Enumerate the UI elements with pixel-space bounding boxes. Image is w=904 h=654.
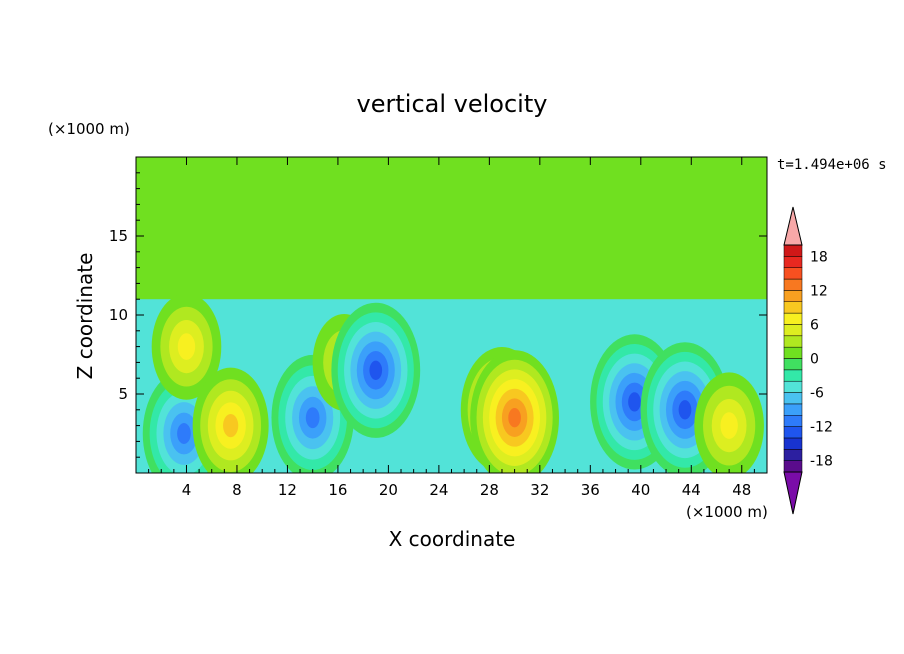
time-label: t=1.494e+06 s bbox=[777, 157, 887, 173]
contour-cell-updraft bbox=[151, 293, 222, 400]
colorbar-swatch bbox=[783, 380, 803, 393]
colorbar-tick-label: 6 bbox=[810, 317, 819, 333]
contour-cell-updraft bbox=[470, 350, 559, 473]
x-tick-label: 44 bbox=[682, 481, 701, 499]
x-axis-label: X coordinate bbox=[389, 527, 516, 551]
x-tick-label: 12 bbox=[278, 481, 297, 499]
colorbar-tick-label: 0 bbox=[810, 352, 819, 368]
colorbar-swatch bbox=[783, 449, 803, 461]
upper-layer-band bbox=[136, 157, 767, 300]
colorbar-swatch bbox=[783, 437, 803, 450]
colorbar-swatch bbox=[783, 369, 803, 382]
y-tick-label: 15 bbox=[109, 227, 128, 245]
x-tick-label: 28 bbox=[480, 481, 499, 499]
velocity-field bbox=[136, 157, 767, 473]
chart-title: vertical velocity bbox=[357, 90, 548, 118]
colorbar-swatch bbox=[783, 324, 803, 337]
colorbar-swatch bbox=[783, 335, 803, 348]
x-tick-label: 4 bbox=[182, 481, 192, 499]
contour-level bbox=[223, 414, 239, 438]
x-tick-label: 36 bbox=[581, 481, 600, 499]
x-tick-label: 20 bbox=[379, 481, 398, 499]
colorbar-tick-label: -6 bbox=[810, 386, 824, 402]
contour-level bbox=[678, 400, 692, 420]
colorbar-swatch bbox=[783, 312, 803, 325]
y-axis-label: Z coordinate bbox=[73, 253, 97, 380]
contour-level bbox=[305, 407, 320, 429]
x-tick-label: 24 bbox=[429, 481, 448, 499]
contour-level bbox=[177, 333, 196, 360]
colorbar-swatch bbox=[783, 403, 803, 416]
colorbar-swatch bbox=[783, 256, 803, 268]
contour-level bbox=[177, 423, 191, 444]
colorbar-over-triangle bbox=[783, 206, 803, 246]
colorbar-swatch bbox=[783, 460, 803, 473]
x-tick-label: 16 bbox=[328, 481, 347, 499]
contour-cell-downdraft bbox=[331, 302, 421, 438]
colorbar-tick-label: 18 bbox=[810, 249, 828, 265]
colorbar-swatch bbox=[783, 278, 803, 291]
y-axis: 5 10 15 bbox=[109, 172, 767, 458]
colorbar-swatch bbox=[783, 301, 803, 314]
y-units-label: (×1000 m) bbox=[48, 120, 130, 138]
contour-cell-downdraft bbox=[640, 342, 730, 473]
colorbar: 18 12 6 0 -6 -12 -18 bbox=[783, 206, 833, 515]
x-tick-label: 40 bbox=[631, 481, 650, 499]
x-units-label: (×1000 m) bbox=[686, 503, 768, 521]
colorbar-swatch bbox=[783, 290, 803, 302]
x-tick-label: 48 bbox=[732, 481, 751, 499]
x-tick-label: 32 bbox=[530, 481, 549, 499]
colorbar-tick-label: -18 bbox=[810, 454, 833, 470]
colorbar-tick-label: 12 bbox=[810, 283, 828, 299]
contour-level bbox=[369, 360, 383, 380]
colorbar-swatch bbox=[783, 392, 803, 405]
x-tick-label: 8 bbox=[232, 481, 242, 499]
colorbar-swatch bbox=[783, 415, 803, 427]
contour-level bbox=[628, 392, 641, 412]
colorbar-swatch bbox=[783, 358, 803, 371]
contour-cell-updraft bbox=[694, 372, 764, 473]
y-tick-label: 5 bbox=[118, 385, 128, 403]
x-axis: 4 8 12 16 20 24 28 32 36 40 44 48 bbox=[148, 157, 755, 499]
y-tick-label: 10 bbox=[109, 306, 128, 324]
contour-cell-updraft bbox=[192, 367, 269, 473]
colorbar-swatch bbox=[783, 244, 803, 257]
contour-level bbox=[508, 408, 521, 428]
contour-level bbox=[720, 412, 738, 439]
colorbar-swatch bbox=[783, 426, 803, 439]
colorbar-under-triangle bbox=[783, 471, 803, 515]
colorbar-swatch bbox=[783, 267, 803, 280]
colorbar-swatch bbox=[783, 346, 803, 359]
colorbar-tick-label: -12 bbox=[810, 420, 833, 436]
